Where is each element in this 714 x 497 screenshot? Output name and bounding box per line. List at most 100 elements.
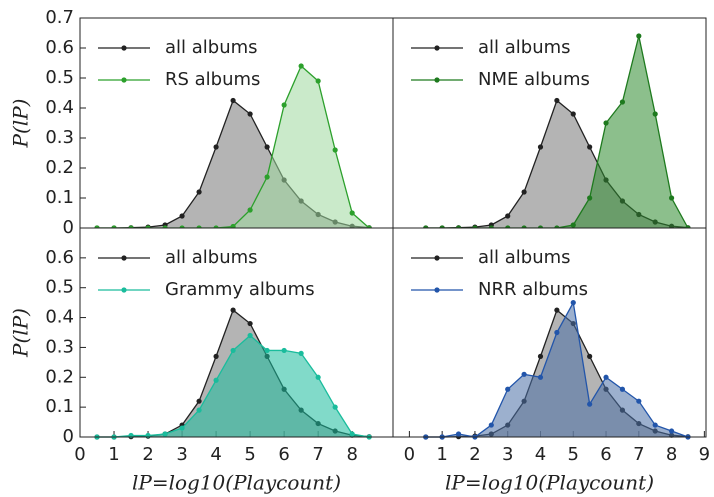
point (587, 401, 593, 407)
point (179, 425, 185, 431)
point (521, 371, 527, 377)
x-tick-label: 2 (142, 444, 153, 465)
y-tick-label: 0.2 (45, 157, 74, 178)
legend-label: all albums (165, 247, 258, 268)
panel: all albums NME albums (392, 17, 707, 231)
x-tick-label: 0 (74, 444, 85, 465)
panel: 0 0.1 0.2 0.3 0.4 0.5 0.6 0 1 2 3 4 5 6 7 8 all albums Gr… (9, 227, 394, 495)
x-axis-label: lP=log10(Playcount) (445, 471, 654, 495)
legend-label: NME albums (478, 69, 590, 90)
y-tick-label: 0.3 (45, 127, 74, 148)
point (349, 431, 355, 437)
legend-point (434, 287, 440, 293)
point (162, 431, 168, 437)
point (521, 189, 527, 195)
point (570, 300, 576, 306)
frame (392, 227, 707, 438)
point (247, 320, 253, 327)
point (247, 207, 253, 213)
point (570, 111, 576, 117)
x-tick-label: 5 (244, 444, 255, 465)
y-tick-label: 0 (63, 426, 74, 447)
legend-point (121, 255, 127, 261)
y-tick-label: 0.4 (45, 307, 74, 328)
point (247, 111, 253, 117)
point (264, 144, 270, 150)
y-tick-label: 0.1 (45, 396, 74, 417)
point (264, 347, 270, 354)
area (425, 302, 688, 437)
x-tick-label: 5 (568, 444, 579, 465)
y-tick-label: 0.2 (45, 366, 74, 387)
point (668, 428, 675, 434)
legend-label: NRR albums (478, 279, 588, 300)
point (298, 63, 304, 69)
point (281, 102, 287, 108)
x-tick-label: 6 (278, 444, 289, 465)
x-tick-label: 7 (633, 444, 644, 465)
y-tick-label: 0.5 (45, 67, 74, 88)
legend-point (434, 77, 440, 83)
area (97, 335, 370, 437)
point (537, 144, 544, 150)
point (213, 353, 219, 359)
point (587, 144, 593, 150)
point (298, 350, 304, 356)
legend-label: all albums (165, 37, 258, 58)
point (652, 422, 658, 428)
point (554, 329, 560, 336)
point (668, 195, 675, 201)
point (315, 374, 321, 380)
point (554, 307, 560, 313)
point (332, 147, 338, 153)
point (488, 422, 494, 428)
point (230, 97, 236, 104)
legend-label: RS albums (165, 69, 260, 90)
legend-point (434, 45, 440, 51)
legend-label: Grammy albums (165, 279, 315, 300)
area (97, 66, 370, 228)
panel: 0 1 2 3 4 5 6 7 8 9 all albums NRR albums lP=log10(P… (392, 227, 710, 495)
panel: 0 0.1 0.2 0.3 0.4 0.5 0.6 0.7 all albums RS album… (9, 7, 394, 238)
point (619, 99, 626, 105)
x-tick-label: 0 (404, 444, 415, 465)
point (213, 144, 219, 150)
legend-point (121, 77, 127, 83)
point (505, 386, 511, 392)
x-tick-label: 7 (312, 444, 323, 465)
legend-label: all albums (478, 37, 571, 58)
legend-point (121, 45, 127, 51)
point (264, 174, 270, 180)
point (603, 120, 609, 126)
y-tick-label: 0.6 (45, 37, 74, 58)
x-tick-label: 8 (346, 444, 357, 465)
point (619, 386, 626, 392)
x-tick-label: 1 (108, 444, 119, 465)
y-tick-label: 0.5 (45, 277, 74, 298)
point (196, 407, 202, 413)
y-tick-label: 0.7 (45, 7, 74, 28)
point (332, 404, 338, 410)
y-axis-label: P(lP) (9, 99, 33, 149)
y-tick-label: 0.6 (45, 247, 74, 268)
y-tick-label: 0.3 (45, 336, 74, 357)
point (636, 398, 642, 404)
point (196, 398, 202, 404)
point (247, 332, 253, 339)
area (425, 36, 688, 228)
point (587, 195, 593, 201)
x-tick-label: 4 (210, 444, 221, 465)
point (570, 222, 576, 228)
point (230, 347, 236, 354)
x-tick-label: 8 (666, 444, 677, 465)
x-tick-label: 3 (502, 444, 513, 465)
point (554, 97, 560, 104)
point (281, 347, 287, 354)
legend-point (434, 255, 440, 261)
y-axis-label: P(lP) (9, 308, 33, 358)
area (425, 100, 688, 228)
legend-point (121, 287, 127, 293)
y-tick-label: 0.1 (45, 187, 74, 208)
point (505, 213, 511, 219)
x-tick-label: 9 (699, 444, 710, 465)
